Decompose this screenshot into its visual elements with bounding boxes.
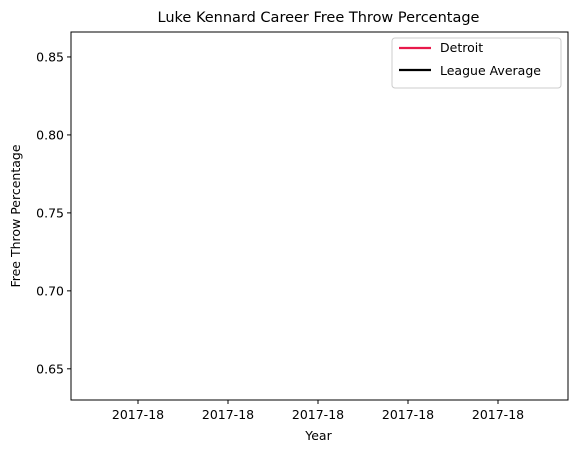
legend-box [391, 37, 562, 89]
y-tick-label: 0.70 [36, 283, 64, 298]
x-tick-label: 2017-18 [382, 407, 434, 422]
legend-label-detroit: Detroit [440, 40, 483, 55]
x-tick-label: 2017-18 [472, 407, 524, 422]
x-tick-label: 2017-18 [202, 407, 254, 422]
legend-label-league-average: League Average [440, 63, 541, 78]
chart-title: Luke Kennard Career Free Throw Percentag… [158, 10, 480, 26]
legend: Detroit League Average [391, 37, 562, 89]
y-tick-label: 0.80 [36, 127, 64, 142]
y-tick-label: 0.75 [36, 205, 64, 220]
y-tick-label: 0.65 [36, 361, 64, 376]
x-tick-label: 2017-18 [112, 407, 164, 422]
x-axis-ticks: 2017-18 2017-18 2017-18 2017-18 2017-18 [112, 400, 524, 422]
x-tick-label: 2017-18 [292, 407, 344, 422]
y-axis-label: Free Throw Percentage [8, 144, 23, 287]
plot-area: 0.650.700.750.800.85 2017-18 2017-18 2017-… [36, 31, 569, 422]
x-axis-label: Year [304, 428, 332, 443]
plot-frame [70, 31, 569, 401]
y-axis-ticks: 0.65 0.70 0.75 0.80 0.85 [36, 49, 71, 376]
y-tick-label: 0.85 [36, 49, 64, 64]
